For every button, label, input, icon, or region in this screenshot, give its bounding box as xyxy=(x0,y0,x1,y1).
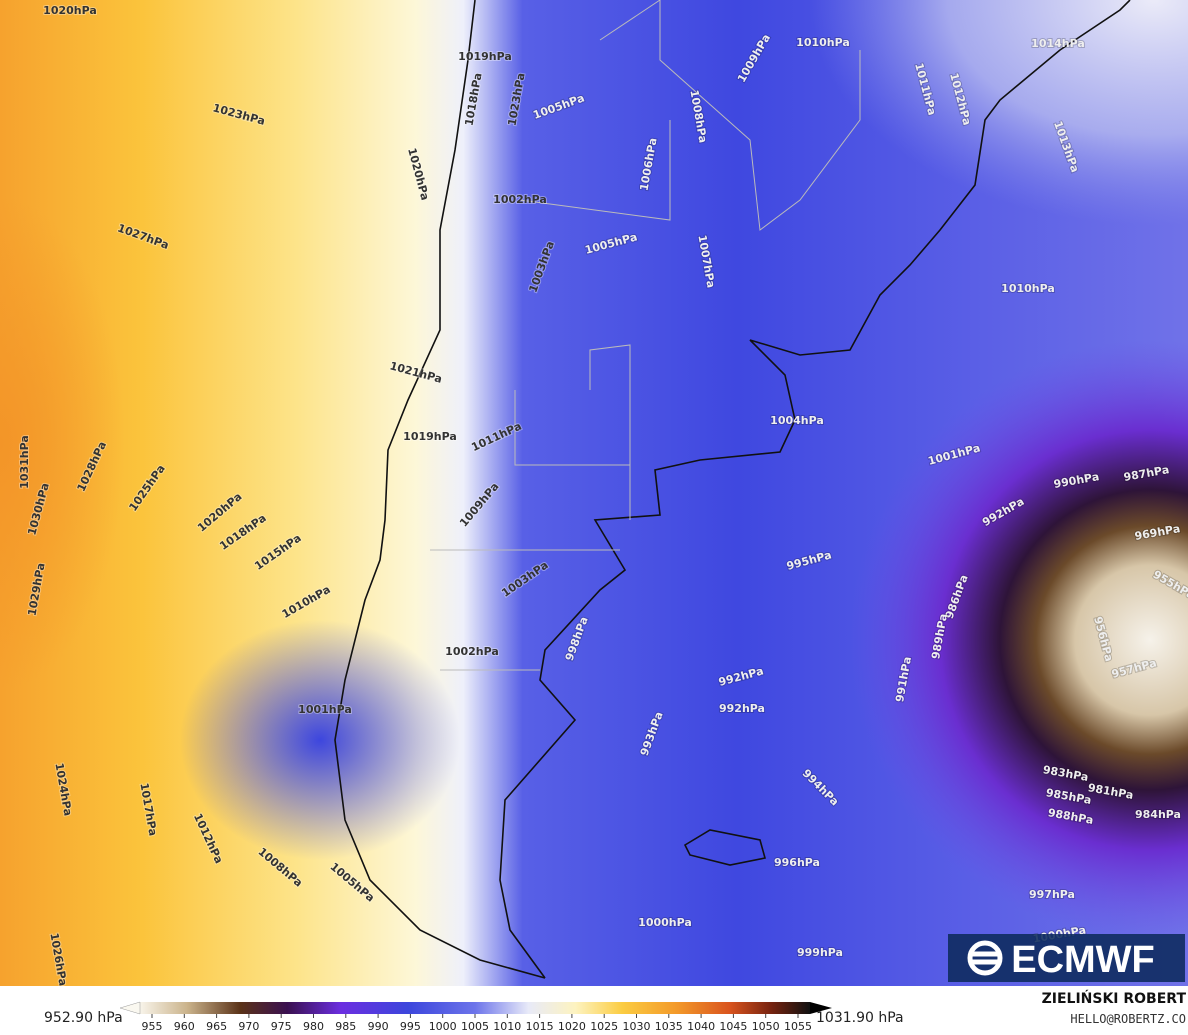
isobar-label: 1000hPa xyxy=(638,916,692,929)
colorbar-tick-label: 980 xyxy=(303,1020,324,1033)
colorbar-tick-label: 975 xyxy=(271,1020,292,1033)
isobar-label: 992hPa xyxy=(719,702,765,715)
credit-author: ZIELIŃSKI ROBERT xyxy=(1042,989,1187,1007)
isobar-label: 1001hPa xyxy=(298,703,352,716)
colorbar-tick-label: 1005 xyxy=(461,1020,489,1033)
isobar-label: 1010hPa xyxy=(1001,282,1055,295)
colorbar-tick-label: 985 xyxy=(335,1020,356,1033)
colorbar-tick-label: 1055 xyxy=(784,1020,812,1033)
colorbar-min-arrow xyxy=(119,1001,141,1015)
colorbar-tick-label: 1015 xyxy=(526,1020,554,1033)
colorbar-tick-label: 1035 xyxy=(655,1020,683,1033)
logo-text: ECMWF xyxy=(1011,939,1155,981)
colorbar-tick-label: 990 xyxy=(368,1020,389,1033)
isobar-label: 999hPa xyxy=(797,946,843,959)
pressure-field xyxy=(0,0,1188,986)
isobar-label: 1019hPa xyxy=(458,50,512,63)
colorbar-min-label: 952.90 hPa xyxy=(44,1010,123,1026)
isobar-label: 996hPa xyxy=(774,856,820,869)
coastlines xyxy=(334,0,1131,979)
colorbar-ticks: 955 960 965 970 975 980 985 990 995 1000 1005 1010 1… xyxy=(142,1014,812,1033)
isobar-label: 1002hPa xyxy=(445,645,499,658)
colorbar-max-arrow xyxy=(810,1002,832,1014)
colorbar-tick-label: 970 xyxy=(238,1020,259,1033)
isobar-label: 1014hPa xyxy=(1031,37,1085,50)
borders xyxy=(430,0,861,671)
colorbar-max-label: 1031.90 hPa xyxy=(816,1010,904,1026)
isobar-label: 1020hPa xyxy=(43,4,97,17)
colorbar-tick-label: 1020 xyxy=(558,1020,586,1033)
colorbar xyxy=(140,1002,810,1014)
colorbar-tick-label: 965 xyxy=(206,1020,227,1033)
colorbar-tick-label: 955 xyxy=(142,1020,163,1033)
isobar-label: 1004hPa xyxy=(770,414,824,427)
credit-contact: HELLO@ROBERTZ.CO xyxy=(1070,1012,1186,1026)
colorbar-tick-label: 1050 xyxy=(752,1020,780,1033)
logo-icon xyxy=(967,940,1003,976)
colorbar-tick-label: 960 xyxy=(174,1020,195,1033)
colorbar-tick-label: 1030 xyxy=(623,1020,651,1033)
isobar-label: 1019hPa xyxy=(403,430,457,443)
isobar-label: 1010hPa xyxy=(796,36,850,49)
isobar-label: 997hPa xyxy=(1029,888,1075,901)
colorbar-tick-label: 1010 xyxy=(493,1020,521,1033)
isobar-label: 984hPa xyxy=(1135,808,1181,821)
isobar-label: 1031hPa xyxy=(18,435,31,489)
colorbar-tick-label: 1040 xyxy=(687,1020,715,1033)
colorbar-tick-label: 1045 xyxy=(719,1020,747,1033)
colorbar-tick-label: 1000 xyxy=(429,1020,457,1033)
isobar-label: 1002hPa xyxy=(493,193,547,206)
colorbar-tick-label: 1025 xyxy=(590,1020,618,1033)
colorbar-tick-label: 995 xyxy=(400,1020,421,1033)
